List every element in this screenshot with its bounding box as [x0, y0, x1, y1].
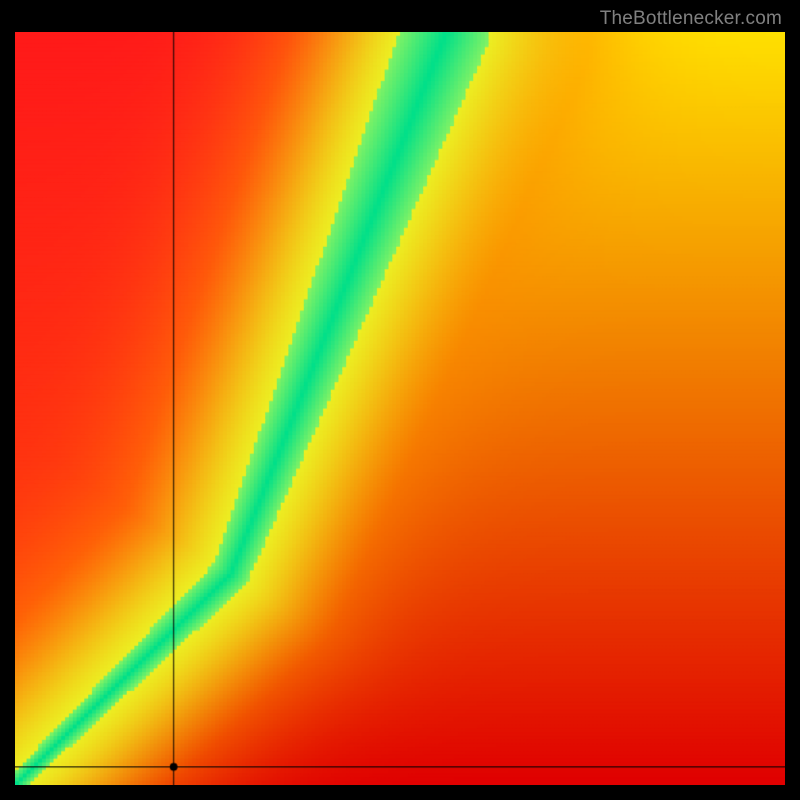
- plot-area: [0, 32, 800, 800]
- watermark-text: TheBottlenecker.com: [600, 8, 782, 30]
- heatmap-canvas: [15, 32, 785, 785]
